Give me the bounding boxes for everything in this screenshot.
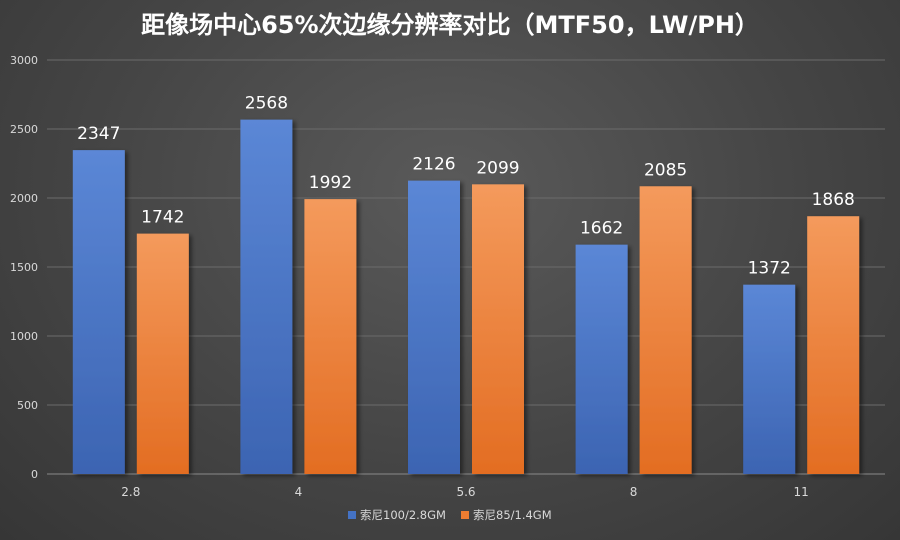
- chart-title: 距像场中心65%次边缘分辨率对比（MTF50，LW/PH）: [141, 11, 759, 39]
- y-tick-label: 1000: [10, 330, 38, 343]
- y-tick-label: 2500: [10, 123, 38, 136]
- legend: 索尼100/2.8GM 索尼85/1.4GM: [348, 508, 552, 522]
- bar-sony-100-11: [743, 284, 796, 474]
- data-label: 1992: [309, 173, 352, 193]
- data-label: 2126: [412, 155, 455, 175]
- bar-sony-85-4: [304, 199, 357, 474]
- y-tick-label: 2000: [10, 192, 38, 205]
- data-label: 1372: [748, 259, 791, 279]
- bar-sony-100-8: [575, 244, 628, 474]
- data-label: 2568: [245, 94, 288, 114]
- bar-sony-85-11: [807, 216, 860, 474]
- legend-label-sony-100: 索尼100/2.8GM: [360, 508, 446, 522]
- data-labels: 2347 1742 2568 1992 2126 2099 1662 2085 1372 1868: [77, 94, 855, 279]
- bar-sony-85-8: [639, 186, 692, 474]
- y-tick-label: 500: [17, 399, 38, 412]
- x-tick-label: 8: [630, 485, 638, 499]
- x-tick-label: 11: [794, 485, 809, 499]
- x-tick-label: 2.8: [121, 485, 140, 499]
- legend-label-sony-85: 索尼85/1.4GM: [473, 508, 552, 522]
- bar-sony-100-2_8: [72, 150, 125, 474]
- bar-sony-100-5_6: [408, 180, 460, 474]
- bar-sony-85-5_6: [472, 184, 524, 474]
- x-axis: 2.8 4 5.6 8 11: [121, 485, 809, 499]
- y-tick-label: 1500: [10, 261, 38, 274]
- data-label: 1742: [141, 208, 184, 228]
- data-label: 1662: [580, 219, 623, 239]
- data-label: 1868: [812, 190, 855, 210]
- legend-swatch-sony-85: [461, 511, 469, 519]
- y-tick-label: 0: [31, 468, 38, 481]
- x-tick-label: 5.6: [456, 485, 475, 499]
- data-label: 2347: [77, 124, 120, 144]
- bar-sony-85-2_8: [136, 233, 189, 474]
- bar-sony-100-4: [240, 119, 293, 474]
- data-label: 2099: [476, 158, 519, 178]
- y-tick-label: 3000: [10, 54, 38, 67]
- data-label: 2085: [644, 160, 687, 180]
- bars: [72, 119, 860, 474]
- y-axis: 0 500 1000 1500 2000 2500 3000: [10, 54, 38, 481]
- x-tick-label: 4: [295, 485, 303, 499]
- legend-swatch-sony-100: [348, 511, 356, 519]
